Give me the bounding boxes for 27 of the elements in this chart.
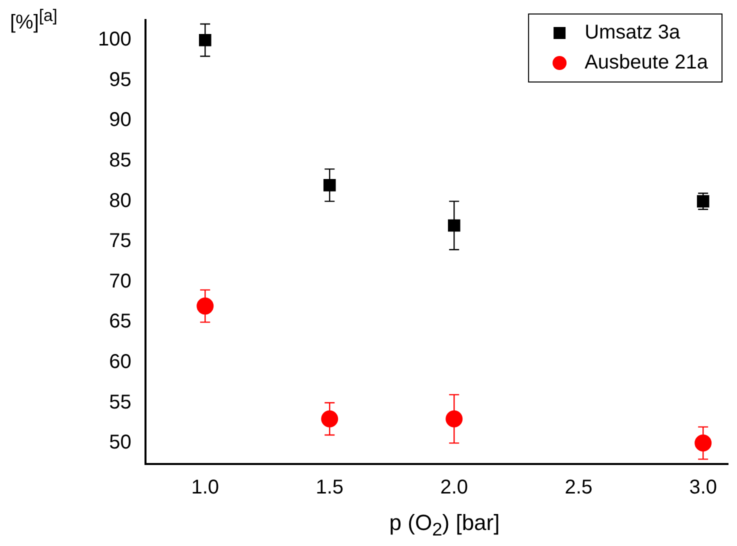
point [446, 410, 463, 428]
point [694, 434, 712, 452]
y-tick-label: 70 [109, 270, 132, 292]
y-tick-label: 90 [109, 109, 132, 132]
point [196, 298, 214, 315]
point [448, 219, 460, 232]
y-tick-label: 55 [109, 391, 132, 414]
x-tick-label: 2.0 [440, 476, 468, 499]
y-tick-label: 100 [98, 28, 132, 51]
x-tick-label: 1.0 [191, 476, 220, 499]
point [323, 179, 336, 192]
y-tick-label: 65 [109, 310, 132, 333]
y-tick-label: 50 [109, 432, 132, 454]
y-tick-label: 60 [109, 350, 132, 373]
y-tick-label: 80 [109, 190, 132, 212]
x-tick-label: 2.5 [564, 476, 593, 499]
point [198, 34, 212, 46]
legend-label: Ausbeute 21a [584, 52, 709, 74]
y-tick-label: 95 [109, 68, 132, 91]
legend-label: Umsatz 3a [584, 22, 682, 44]
x-tick-label: 1.5 [316, 476, 344, 499]
y-tick-label: 75 [109, 230, 132, 252]
point [321, 410, 338, 428]
x-tick-label: 3.0 [689, 476, 718, 499]
x-axis-title: p (O$_{2}$) [bar] [388, 510, 501, 540]
y-tick-label: 85 [109, 150, 132, 172]
y-axis-title: [%]$^{[a]}$ [10, 6, 58, 35]
